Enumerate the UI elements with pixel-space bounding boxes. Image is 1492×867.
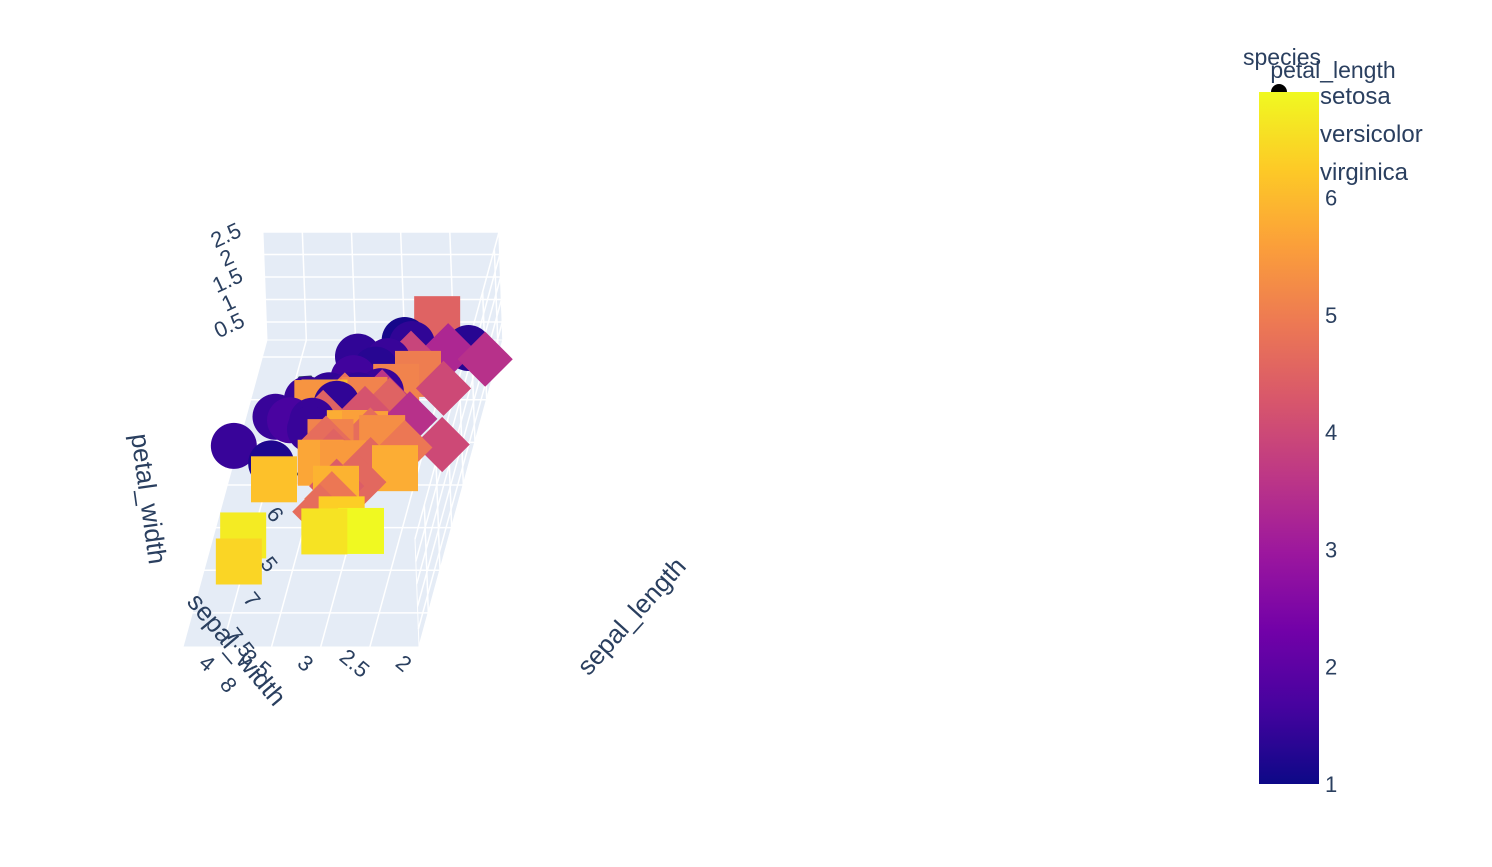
colorbar-gradient — [1259, 92, 1319, 784]
data-point-versicolor[interactable] — [343, 437, 399, 493]
gridline — [415, 276, 502, 585]
data-point-virginica[interactable] — [251, 456, 297, 503]
colorbar-tick-label: 5 — [1325, 303, 1337, 328]
data-point-versicolor[interactable] — [414, 416, 470, 473]
colorbar-tick-label: 4 — [1325, 420, 1337, 445]
wall-plane-x — [262, 231, 504, 341]
data-point-virginica[interactable] — [301, 508, 348, 555]
data-point-versicolor[interactable] — [457, 331, 513, 387]
colorbar: petal_length 1 2 3 4 5 6 — [1259, 57, 1396, 797]
legend-label: versicolor — [1320, 121, 1423, 148]
colorbar-tick-label: 3 — [1325, 537, 1337, 562]
y-tick-label: 2 — [391, 650, 416, 677]
z-axis-title: petal_width — [125, 432, 173, 566]
colorbar-ticks: 1 2 3 4 5 6 — [1325, 186, 1337, 797]
legend-label: virginica — [1320, 159, 1409, 186]
scene-3d[interactable]: 4.555.566.577.5822.533.540.511.522.5sepa… — [125, 217, 692, 711]
data-point-versicolor[interactable] — [362, 377, 418, 433]
z-tick-label: 2.5 — [207, 217, 245, 253]
y-tick-label: 3 — [293, 650, 318, 677]
x-tick-label: 8 — [215, 672, 242, 697]
y-tick-label: 2.5 — [335, 644, 375, 683]
x-axis-title: sepal_length — [571, 551, 692, 681]
legend-label: setosa — [1320, 83, 1391, 110]
colorbar-tick-label: 2 — [1325, 655, 1337, 680]
data-point-setosa[interactable] — [210, 422, 257, 469]
gridline — [418, 339, 504, 648]
data-point-versicolor[interactable] — [415, 360, 472, 416]
data-point-versicolor[interactable] — [420, 323, 476, 379]
colorbar-title: petal_length — [1270, 57, 1395, 83]
data-point-virginica[interactable] — [215, 538, 262, 585]
legend-title: species — [1243, 44, 1321, 70]
data-point-versicolor[interactable] — [382, 391, 438, 447]
gridline — [415, 254, 501, 562]
colorbar-tick-label: 1 — [1325, 772, 1337, 797]
y-tick-label: 4 — [194, 650, 219, 677]
colorbar-tick-label: 6 — [1325, 186, 1337, 211]
markers — [210, 296, 513, 585]
